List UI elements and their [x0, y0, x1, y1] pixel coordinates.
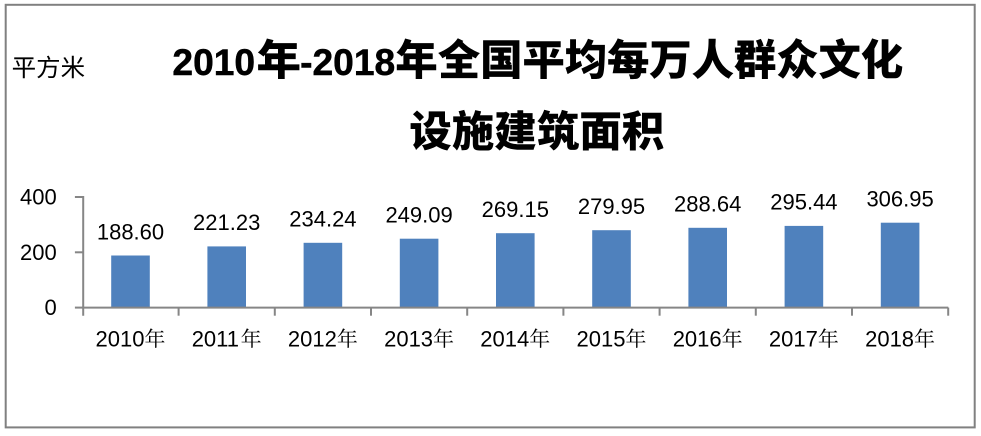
svg-text:2011: 2011: [192, 326, 239, 351]
svg-text:2015: 2015: [577, 326, 626, 351]
svg-text:288.64: 288.64: [674, 192, 741, 217]
svg-text:306.95: 306.95: [866, 187, 933, 212]
svg-text:200: 200: [20, 240, 57, 265]
svg-text:269.15: 269.15: [482, 197, 549, 222]
svg-text:-: -: [300, 41, 312, 83]
svg-text:2010: 2010: [96, 326, 145, 351]
svg-text:188.60: 188.60: [97, 219, 164, 244]
svg-text:2016: 2016: [673, 326, 722, 351]
svg-text:2013: 2013: [384, 326, 433, 351]
svg-text:2018: 2018: [313, 41, 396, 83]
svg-text:0: 0: [44, 295, 56, 320]
svg-text:2012: 2012: [288, 326, 337, 351]
svg-text:249.09: 249.09: [385, 203, 452, 228]
svg-text:2017: 2017: [769, 326, 818, 351]
svg-text:2018: 2018: [865, 326, 914, 351]
svg-text:234.24: 234.24: [289, 207, 356, 232]
svg-text:295.44: 295.44: [770, 190, 837, 215]
svg-text:221.23: 221.23: [193, 210, 260, 235]
svg-text:400: 400: [20, 185, 57, 210]
svg-text:2010: 2010: [172, 41, 255, 83]
svg-text:279.95: 279.95: [578, 194, 645, 219]
svg-text:2014: 2014: [480, 326, 529, 351]
